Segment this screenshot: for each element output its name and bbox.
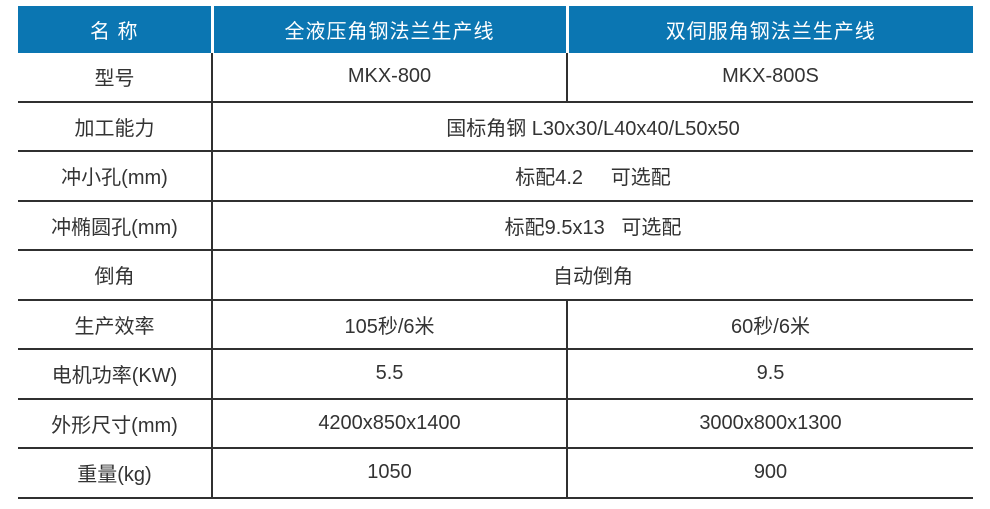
row-label: 电机功率(KW) [18, 349, 212, 400]
row-value-product1: MKX-800 [211, 53, 567, 103]
row-value-shared: 标配9.5x13 可选配 [211, 200, 973, 251]
row-value-shared: 自动倒角 [211, 250, 973, 301]
row-value-shared: 标配4.2 可选配 [211, 151, 973, 202]
spec-table-header: 名 称 全液压角钢法兰生产线 双伺服角钢法兰生产线 [18, 6, 973, 53]
table-row-motor-power: 电机功率(KW) 5.5 9.5 [18, 349, 973, 400]
row-value-product1: 1050 [211, 448, 567, 499]
table-row-small-hole: 冲小孔(mm) 标配4.2 可选配 [18, 151, 973, 202]
row-label: 型号 [18, 53, 212, 103]
row-value-product1: 105秒/6米 [211, 299, 567, 350]
row-label: 冲椭圆孔(mm) [18, 200, 212, 251]
header-row: 名 称 全液压角钢法兰生产线 双伺服角钢法兰生产线 [18, 6, 973, 53]
row-value-product2: 9.5 [566, 349, 973, 400]
row-label: 外形尺寸(mm) [18, 398, 212, 449]
table-row-capacity: 加工能力 国标角钢 L30x30/L40x40/L50x50 [18, 101, 973, 152]
row-label: 生产效率 [18, 299, 212, 350]
row-label: 冲小孔(mm) [18, 151, 212, 202]
row-label: 重量(kg) [18, 448, 212, 499]
table-row-efficiency: 生产效率 105秒/6米 60秒/6米 [18, 299, 973, 350]
row-value-product2: 3000x800x1300 [566, 398, 973, 449]
table-row-dimensions: 外形尺寸(mm) 4200x850x1400 3000x800x1300 [18, 398, 973, 449]
header-cell-product1: 全液压角钢法兰生产线 [210, 6, 567, 53]
row-value-product2: MKX-800S [566, 53, 973, 103]
row-value-product2: 60秒/6米 [566, 299, 973, 350]
row-value-product2: 900 [566, 448, 973, 499]
table-row-chamfer: 倒角 自动倒角 [18, 250, 973, 301]
row-value-product1: 5.5 [211, 349, 567, 400]
row-value-shared: 国标角钢 L30x30/L40x40/L50x50 [211, 101, 973, 152]
table-row-model: 型号 MKX-800 MKX-800S [18, 53, 973, 103]
row-label: 加工能力 [18, 101, 212, 152]
row-label: 倒角 [18, 250, 212, 301]
row-value-product1: 4200x850x1400 [211, 398, 567, 449]
header-cell-name: 名 称 [18, 6, 212, 53]
spec-table-body: 型号 MKX-800 MKX-800S 加工能力 国标角钢 L30x30/L40… [18, 53, 973, 499]
header-cell-product2: 双伺服角钢法兰生产线 [565, 6, 973, 53]
table-row-oval-hole: 冲椭圆孔(mm) 标配9.5x13 可选配 [18, 200, 973, 251]
spec-table: 名 称 全液压角钢法兰生产线 双伺服角钢法兰生产线 型号 MKX-800 MKX… [18, 6, 973, 499]
table-row-weight: 重量(kg) 1050 900 [18, 448, 973, 499]
